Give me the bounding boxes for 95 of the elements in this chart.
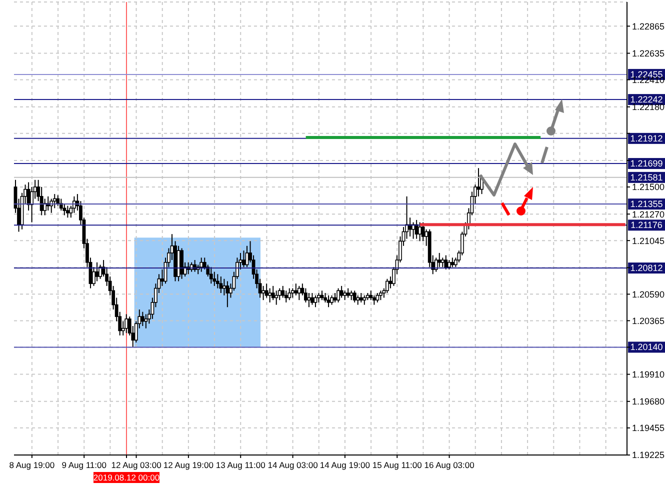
candlestick — [274, 290, 278, 306]
ref-line-label: 1.22242 — [630, 94, 663, 105]
x-tick-label: 2019.08.12 00:00 — [93, 472, 160, 482]
candlestick — [320, 290, 324, 301]
candlestick — [242, 250, 246, 268]
y-tick-label: 1.21270 — [632, 209, 665, 220]
candlestick — [362, 294, 366, 306]
candlestick — [307, 292, 311, 308]
candlestick — [98, 264, 102, 280]
ref-line-label: 1.21912 — [630, 133, 663, 144]
candlestick — [330, 294, 334, 306]
x-tick-label: 13 Aug 11:00 — [216, 460, 266, 470]
candlestick — [340, 285, 344, 298]
x-tick-label: 12 Aug 03:00 — [111, 460, 162, 470]
candlestick — [343, 290, 347, 301]
candlestick — [297, 285, 301, 301]
ref-line-label: 1.20812 — [630, 263, 663, 274]
x-tick-label: 15 Aug 11:00 — [372, 460, 422, 470]
y-tick-label: 1.22635 — [632, 48, 665, 58]
y-tick-label: 1.22180 — [632, 102, 665, 112]
candlestick — [369, 290, 373, 301]
candlestick — [62, 202, 66, 216]
candlestick — [294, 283, 298, 296]
candlestick — [268, 288, 272, 303]
candlestick — [212, 271, 216, 286]
candlestick — [386, 278, 389, 294]
candlestick — [43, 198, 47, 216]
candlestick — [180, 248, 184, 280]
candlestick — [438, 252, 442, 268]
candlestick — [350, 290, 354, 301]
y-tick-label: 1.21045 — [632, 236, 665, 246]
candlestick — [264, 283, 268, 298]
candlestick — [278, 288, 282, 301]
candlestick — [281, 285, 285, 298]
ref-line-label: 1.21581 — [630, 172, 663, 182]
candlestick — [72, 196, 76, 214]
candlestick — [376, 292, 380, 303]
ref-line-label: 1.21699 — [630, 158, 663, 169]
candlestick — [359, 292, 363, 303]
candlestick — [434, 257, 438, 272]
candlestick — [372, 294, 376, 306]
candlestick — [336, 288, 340, 303]
y-tick-label: 1.19455 — [632, 423, 665, 434]
y-tick-label: 1.20590 — [632, 289, 665, 300]
candlestick — [352, 290, 356, 303]
candlestick — [144, 314, 148, 329]
x-tick-label: 14 Aug 19:00 — [320, 460, 370, 470]
candlestick — [262, 285, 266, 301]
candlestick — [52, 194, 56, 209]
candlestick — [222, 278, 226, 296]
candlestick — [314, 294, 318, 308]
y-tick-label: 1.19225 — [632, 450, 665, 460]
candlestick — [447, 260, 451, 270]
x-tick-label: 16 Aug 03:00 — [424, 460, 475, 470]
ref-line-label: 1.20140 — [630, 342, 663, 352]
candlestick — [226, 280, 230, 308]
y-tick-label: 1.22865 — [632, 21, 665, 32]
candlestick — [219, 276, 223, 294]
candlestick — [304, 288, 308, 303]
candlestick — [378, 290, 382, 301]
candlestick — [271, 285, 275, 301]
candlestick — [288, 288, 292, 301]
candlestick — [200, 257, 204, 272]
candlestick — [95, 262, 99, 282]
x-tick-label: 12 Aug 19:00 — [163, 460, 214, 470]
y-tick-label: 1.19680 — [632, 396, 665, 407]
candlestick — [66, 205, 70, 218]
y-tick-label: 1.19910 — [632, 369, 665, 380]
candlestick — [333, 292, 337, 303]
candlestick — [326, 294, 330, 308]
candlestick — [324, 292, 327, 303]
candlestick — [418, 222, 422, 242]
candlestick — [56, 194, 60, 206]
x-tick-label: 8 Aug 19:00 — [9, 460, 55, 470]
candlestick — [356, 294, 360, 306]
candlestick — [209, 266, 213, 284]
ref-line-label: 1.21176 — [630, 220, 662, 230]
candlestick — [317, 292, 320, 303]
candlestick — [440, 257, 444, 268]
y-tick-label: 1.21500 — [632, 182, 665, 192]
x-tick-label: 9 Aug 11:00 — [62, 460, 107, 470]
candlestick — [290, 288, 294, 298]
candlestick — [216, 274, 220, 289]
candlestick — [476, 168, 480, 197]
candlestick — [346, 288, 350, 298]
candlestick — [124, 314, 128, 334]
ref-line-label: 1.21355 — [630, 199, 663, 210]
y-tick-label: 1.20365 — [632, 316, 665, 326]
candlestick — [140, 311, 144, 326]
candlestick — [421, 222, 425, 242]
candlestick — [310, 292, 314, 306]
candlestick — [450, 257, 454, 268]
candlestick — [284, 290, 288, 303]
candlestick — [444, 254, 448, 270]
x-tick-label: 14 Aug 03:00 — [268, 460, 318, 470]
